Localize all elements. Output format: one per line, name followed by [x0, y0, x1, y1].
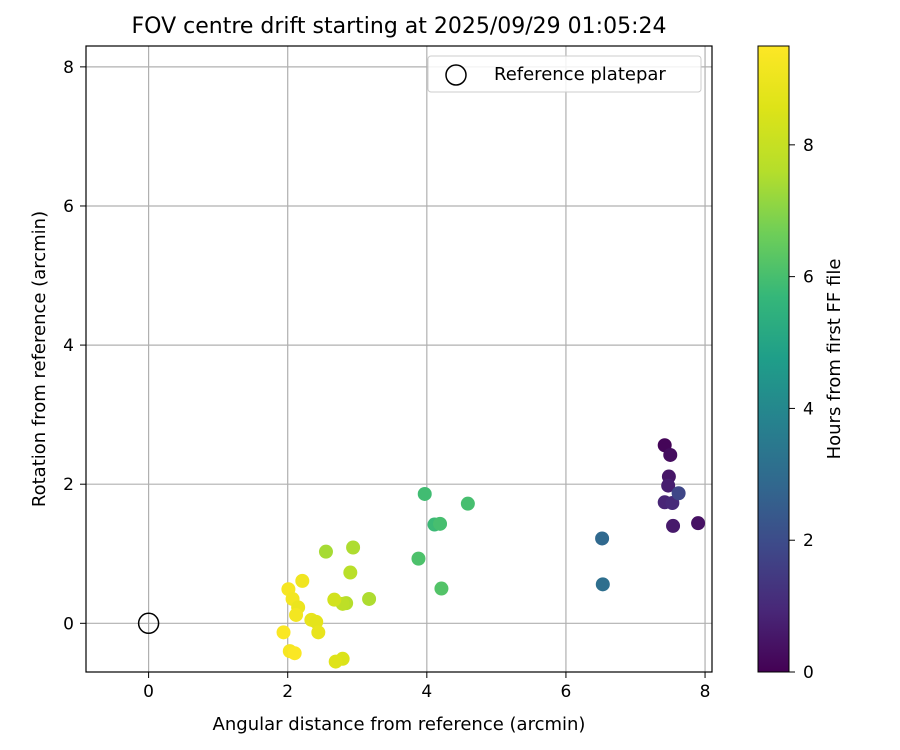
x-tick-label: 8 [700, 682, 711, 702]
legend-marker-reference [445, 64, 467, 86]
legend: Reference platepar [427, 55, 702, 93]
x-axis-label: Angular distance from reference (arcmin) [213, 714, 586, 735]
data-point [691, 516, 706, 531]
data-point [595, 531, 610, 546]
axes-frame [85, 45, 713, 673]
legend-box [427, 55, 702, 93]
y-tick-label: 0 [63, 614, 74, 634]
colorbar-tick-label: 0 [803, 663, 814, 683]
data-point [663, 447, 678, 462]
data-point [433, 516, 448, 531]
y-tick-label: 8 [63, 58, 74, 78]
colorbar-tick-label: 6 [803, 268, 814, 288]
data-point [309, 614, 324, 629]
y-tick-label: 6 [63, 197, 74, 217]
plot-border [85, 45, 713, 673]
data-point [318, 544, 333, 559]
reference-platepar-marker [137, 612, 160, 635]
legend-label-reference: Reference platepar [494, 64, 666, 85]
colorbar-tick-label: 8 [803, 136, 814, 156]
data-point [417, 486, 432, 501]
x-tick-label: 4 [421, 682, 432, 702]
y-tick-label: 4 [63, 336, 74, 356]
colorbar-tick-label: 2 [803, 531, 814, 551]
y-tick-label: 2 [63, 475, 74, 495]
data-point [460, 496, 475, 511]
colorbar-gradient [757, 45, 790, 673]
data-point [346, 540, 361, 555]
data-point [411, 551, 426, 566]
data-point [671, 486, 686, 501]
colorbar: 0 2 4 6 8 Hours from first FF file [757, 45, 845, 683]
data-point [343, 565, 358, 580]
x-tick-label: 0 [143, 682, 154, 702]
data-point [595, 577, 610, 592]
data-point [311, 625, 326, 640]
data-point [666, 518, 681, 533]
colorbar-ticks: 0 2 4 6 8 [789, 136, 814, 683]
y-axis-label: Rotation from reference (arcmin) [29, 211, 50, 507]
grid [86, 46, 712, 672]
data-point [328, 654, 343, 669]
data-point [289, 607, 304, 622]
colorbar-tick-label: 4 [803, 399, 814, 419]
x-tick-label: 6 [561, 682, 572, 702]
data-point [287, 646, 302, 661]
data-point [362, 591, 377, 606]
x-tick-label: 2 [282, 682, 293, 702]
data-point [327, 592, 342, 607]
data-point [661, 478, 676, 493]
colorbar-label: Hours from first FF file [824, 259, 845, 460]
axis-ticks: 0 2 4 6 8 0 2 4 6 8 [63, 58, 710, 702]
chart-title: FOV centre drift starting at 2025/09/29 … [132, 14, 667, 39]
data-point [295, 573, 310, 588]
data-point [276, 625, 291, 640]
data-points [137, 438, 706, 669]
data-point [434, 581, 449, 596]
